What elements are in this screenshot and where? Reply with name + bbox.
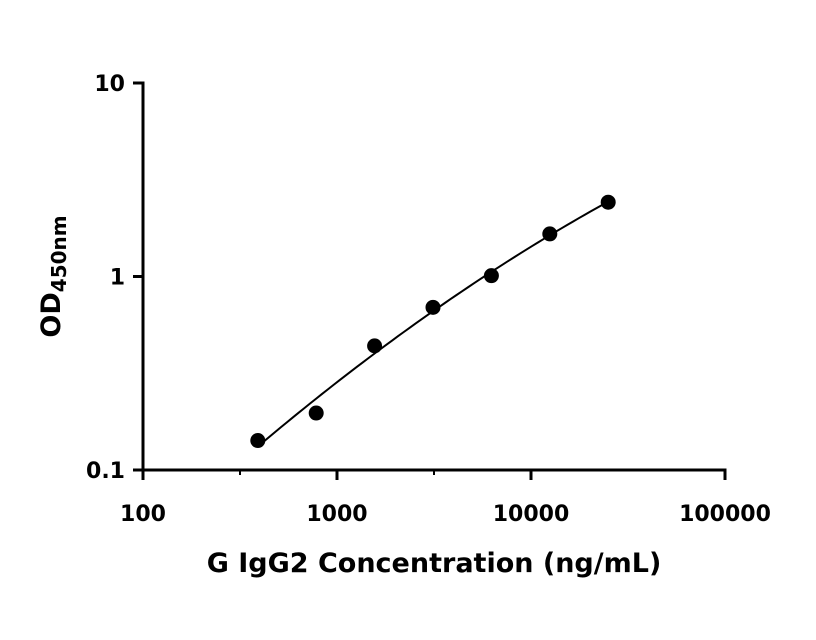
- y-tick-label: 1: [110, 266, 125, 291]
- data-point: [308, 405, 324, 421]
- y-axis-title: OD450nm: [36, 215, 71, 337]
- y-tick-label: 0.1: [86, 459, 125, 484]
- data-points: [250, 194, 616, 449]
- data-point: [600, 194, 616, 210]
- data-point: [425, 299, 441, 315]
- x-axis: 100 1000 10000 100000: [120, 468, 771, 527]
- data-point: [250, 433, 266, 449]
- data-point: [367, 338, 383, 354]
- data-point: [542, 226, 558, 242]
- x-axis-title: G IgG2 Concentration (ng/mL): [207, 548, 662, 579]
- y-tick-label: 10: [94, 72, 125, 97]
- x-tick-label: 1000: [306, 502, 367, 527]
- x-tick-label: 10000: [493, 502, 570, 527]
- x-tick-label: 100: [120, 502, 166, 527]
- y-axis-title-subscript: 450nm: [47, 215, 71, 292]
- x-tick-label: 100000: [679, 502, 771, 527]
- y-axis: 0.1 1 10: [86, 72, 145, 484]
- y-axis-title-main: OD: [36, 292, 67, 337]
- data-point: [483, 268, 499, 284]
